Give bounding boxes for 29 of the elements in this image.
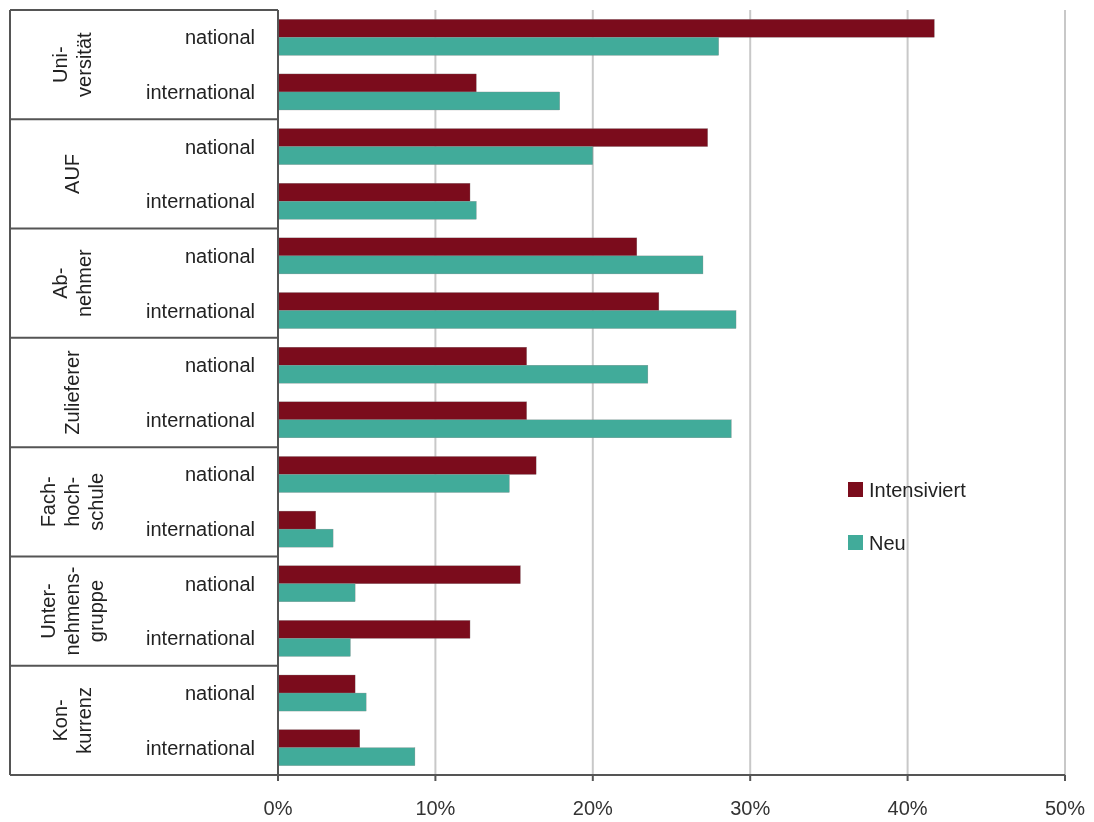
y-tick-label: international [146, 80, 255, 103]
y-tick-label: national [184, 572, 255, 595]
x-tick-label: 20% [572, 797, 614, 819]
y-tick-label: national [184, 463, 255, 486]
y-tick-label: national [184, 682, 255, 705]
x-tick-label: 50% [1044, 797, 1086, 819]
legend-label: Intensiviert [869, 479, 967, 501]
text: Kon- kurrenz [49, 687, 95, 754]
y-tick-label: international [146, 408, 255, 431]
y-tick-label: national [184, 26, 255, 49]
x-tick-label: 30% [730, 797, 771, 819]
text: Uni- versität [49, 31, 95, 97]
x-tick-label: 0% [263, 797, 293, 819]
text: Unter- nehmens- gruppe [37, 566, 107, 656]
y-tick-label: national [184, 244, 255, 267]
text: Fach- hoch- schule [37, 472, 107, 531]
y-tick-label: international [146, 518, 255, 541]
y-tick-label: international [146, 299, 255, 322]
legend-label: Neu [869, 532, 906, 554]
text: AUF [61, 153, 83, 194]
y-tick-label: international [146, 190, 255, 213]
y-tick-label: international [146, 736, 255, 759]
y-tick-label: international [146, 627, 255, 650]
text: Zulieferer [61, 349, 83, 435]
x-tick-label: 40% [887, 797, 928, 819]
x-tick-label: 10% [415, 797, 456, 819]
y-tick-label: national [184, 354, 255, 377]
y-tick-label: national [184, 135, 255, 158]
text: Ab- nehmer [49, 248, 95, 318]
